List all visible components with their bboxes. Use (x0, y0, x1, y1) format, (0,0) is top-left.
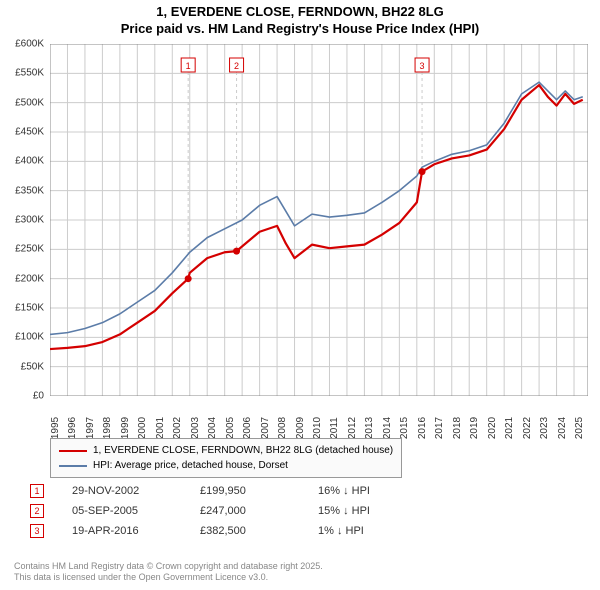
footer-line-1: Contains HM Land Registry data © Crown c… (14, 561, 323, 573)
y-tick-label: £0 (33, 391, 44, 402)
chart-container: 1, EVERDENE CLOSE, FERNDOWN, BH22 8LG Pr… (0, 0, 600, 590)
sale-marker-box: 1 (30, 484, 44, 498)
y-tick-label: £350K (15, 185, 44, 196)
x-tick-label: 2017 (434, 417, 445, 439)
sale-hpi: 16% ↓ HPI (318, 485, 408, 497)
title-line-1: 1, EVERDENE CLOSE, FERNDOWN, BH22 8LG (0, 4, 600, 21)
x-tick-label: 2002 (172, 417, 183, 439)
y-tick-label: £200K (15, 273, 44, 284)
sale-row: 2 05-SEP-2005 £247,000 15% ↓ HPI (30, 504, 408, 518)
legend-swatch (59, 450, 87, 452)
x-tick-label: 2005 (225, 417, 236, 439)
x-tick-label: 2016 (417, 417, 428, 439)
attribution-footer: Contains HM Land Registry data © Crown c… (14, 561, 323, 584)
x-tick-label: 2000 (137, 417, 148, 439)
sale-date: 29-NOV-2002 (72, 485, 172, 497)
sale-marker-box: 3 (30, 524, 44, 538)
x-tick-label: 1996 (67, 417, 78, 439)
x-tick-label: 2014 (382, 417, 393, 439)
sales-table: 1 29-NOV-2002 £199,950 16% ↓ HPI 2 05-SEP-200… (30, 484, 408, 544)
x-tick-label: 1997 (85, 417, 96, 439)
sale-price: £247,000 (200, 505, 290, 517)
x-tick-label: 2010 (312, 417, 323, 439)
x-tick-label: 2019 (469, 417, 480, 439)
sale-hpi: 1% ↓ HPI (318, 525, 408, 537)
y-axis-labels: £0£50K£100K£150K£200K£250K£300K£350K£400… (0, 44, 48, 396)
sale-marker-box: 2 (30, 504, 44, 518)
x-tick-label: 2012 (347, 417, 358, 439)
sale-date: 19-APR-2016 (72, 525, 172, 537)
y-tick-label: £500K (15, 97, 44, 108)
legend-item: HPI: Average price, detached house, Dors… (59, 458, 393, 473)
x-tick-label: 2025 (574, 417, 585, 439)
title-line-2: Price paid vs. HM Land Registry's House … (0, 21, 600, 38)
x-tick-label: 2009 (295, 417, 306, 439)
legend-item: 1, EVERDENE CLOSE, FERNDOWN, BH22 8LG (d… (59, 443, 393, 458)
svg-text:1: 1 (186, 61, 191, 71)
x-tick-label: 2004 (207, 417, 218, 439)
sale-price: £199,950 (200, 485, 290, 497)
y-tick-label: £600K (15, 39, 44, 50)
x-tick-label: 1995 (50, 417, 61, 439)
x-tick-label: 2006 (242, 417, 253, 439)
y-tick-label: £250K (15, 244, 44, 255)
x-tick-label: 2003 (190, 417, 201, 439)
x-tick-label: 2023 (539, 417, 550, 439)
x-tick-label: 1998 (102, 417, 113, 439)
sale-row: 1 29-NOV-2002 £199,950 16% ↓ HPI (30, 484, 408, 498)
legend-label: HPI: Average price, detached house, Dors… (93, 458, 288, 473)
title-block: 1, EVERDENE CLOSE, FERNDOWN, BH22 8LG Pr… (0, 0, 600, 38)
x-tick-label: 2018 (452, 417, 463, 439)
x-tick-label: 2015 (399, 417, 410, 439)
x-tick-label: 2020 (487, 417, 498, 439)
legend-swatch (59, 465, 87, 467)
y-tick-label: £300K (15, 215, 44, 226)
chart-plot-area: 1 2 3 (50, 44, 588, 396)
x-tick-label: 2022 (522, 417, 533, 439)
y-tick-label: £100K (15, 332, 44, 343)
x-tick-label: 2013 (364, 417, 375, 439)
y-tick-label: £400K (15, 156, 44, 167)
y-tick-label: £50K (21, 361, 44, 372)
x-tick-label: 2008 (277, 417, 288, 439)
sale-hpi: 15% ↓ HPI (318, 505, 408, 517)
legend-label: 1, EVERDENE CLOSE, FERNDOWN, BH22 8LG (d… (93, 443, 393, 458)
x-tick-label: 2007 (260, 417, 271, 439)
x-tick-label: 2024 (557, 417, 568, 439)
sale-date: 05-SEP-2005 (72, 505, 172, 517)
x-tick-label: 2011 (329, 417, 340, 439)
x-tick-label: 1999 (120, 417, 131, 439)
sale-price: £382,500 (200, 525, 290, 537)
x-tick-label: 2021 (504, 417, 515, 439)
x-tick-label: 2001 (155, 417, 166, 439)
y-tick-label: £550K (15, 68, 44, 79)
footer-line-2: This data is licensed under the Open Gov… (14, 572, 323, 584)
y-tick-label: £150K (15, 303, 44, 314)
y-tick-label: £450K (15, 127, 44, 138)
x-axis-labels: 1995 1996 1997 1998 1999 2000 2001 2002 2003 2004… (50, 398, 588, 436)
svg-text:3: 3 (420, 61, 425, 71)
sale-row: 3 19-APR-2016 £382,500 1% ↓ HPI (30, 524, 408, 538)
svg-text:2: 2 (234, 61, 239, 71)
legend: 1, EVERDENE CLOSE, FERNDOWN, BH22 8LG (d… (50, 438, 402, 478)
chart-svg: 1 2 3 (50, 44, 588, 396)
